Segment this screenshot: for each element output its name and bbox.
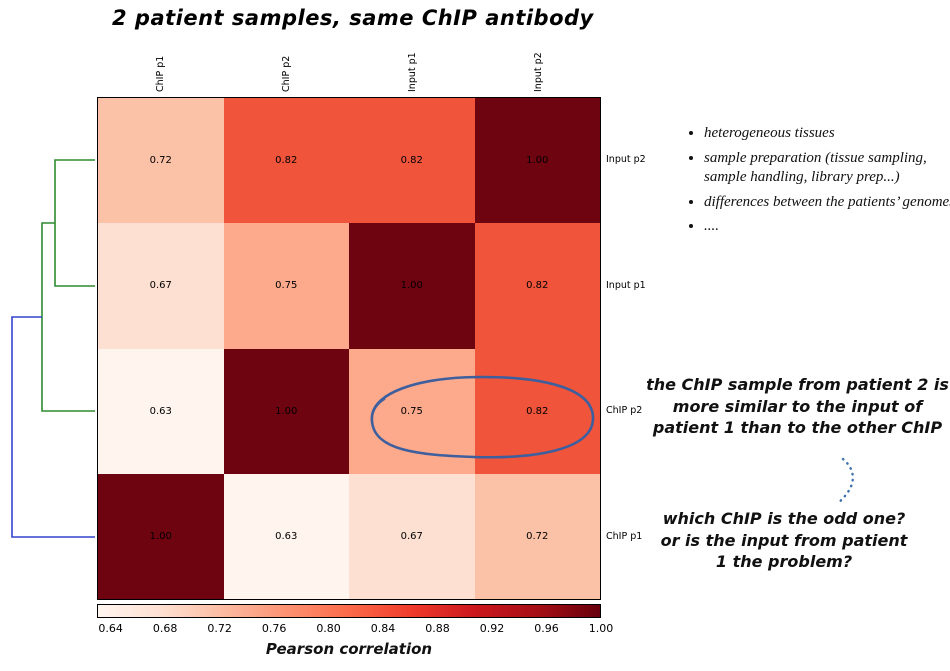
colorbar-tick-label: 0.68 — [152, 622, 178, 635]
heatmap-cell: 1.00 — [223, 348, 349, 474]
colorbar-ticks: 0.64 0.68 0.72 0.76 0.80 0.84 0.88 0.92 0.96 1.00 — [0, 622, 950, 636]
bullet-item: differences between the patients’ genome… — [704, 193, 950, 213]
row-label: ChIP p1 — [606, 531, 643, 543]
heatmap-cell: 1.00 — [349, 223, 475, 349]
colorbar-tick-label: 0.80 — [316, 622, 341, 635]
column-label: Input p1 — [407, 52, 418, 92]
colorbar-tick-label: 0.96 — [534, 622, 559, 635]
column-label: ChIP p1 — [155, 55, 166, 92]
row-label: Input p1 — [606, 279, 646, 291]
page-title: 2 patient samples, same ChIP antibody — [112, 6, 594, 30]
colorbar-tick-label: 0.76 — [261, 622, 287, 635]
row-label: ChIP p2 — [606, 405, 643, 417]
heatmap-cell: 0.82 — [223, 98, 349, 224]
row-label: Input p2 — [606, 153, 646, 165]
colorbar-tick-label: 0.84 — [370, 622, 396, 635]
bullet-item: sample preparation (tissue sampling, sam… — [704, 149, 950, 188]
bullet-list: heterogeneous tissues sample preparation … — [688, 124, 950, 242]
colorbar-label: Pearson correlation — [265, 640, 433, 658]
heatmap-cell: 0.82 — [474, 348, 600, 474]
bullet-item: .... — [704, 217, 950, 237]
colorbar — [97, 604, 601, 618]
heatmap-cell: 0.67 — [98, 223, 224, 349]
dendrogram-green-link-chip2 — [41, 222, 95, 412]
heatmap-cell: 1.00 — [98, 473, 224, 599]
heatmap-cell: 0.72 — [98, 98, 224, 224]
heatmap-cell: 0.75 — [349, 348, 475, 474]
heatmap-cell: 0.75 — [223, 223, 349, 349]
heatmap-cell: 0.67 — [349, 473, 475, 599]
column-label: ChIP p2 — [281, 55, 292, 92]
column-label: Input p2 — [533, 52, 544, 92]
heatmap-cell: 0.82 — [474, 223, 600, 349]
heatmap-cell: 0.72 — [474, 473, 600, 599]
heatmap-cell: 0.63 — [223, 473, 349, 599]
dendrogram-green-link-inputs — [54, 159, 95, 287]
heatmap-cell: 0.63 — [98, 348, 224, 474]
dendrogram — [11, 159, 95, 538]
dotted-connector — [835, 457, 854, 506]
colorbar-tick-label: 1.00 — [588, 622, 614, 635]
heatmap-grid: 0.72 0.82 0.82 1.00 0.67 0.75 1.00 0.82 0.63 1.00… — [97, 97, 601, 600]
colorbar-tick-label: 0.88 — [425, 622, 450, 635]
dendrogram-blue-link-chip1 — [11, 316, 95, 538]
heatmap-cell: 0.82 — [349, 98, 475, 224]
annotation-note-2: which ChIP is the odd one? or is the inp… — [660, 509, 908, 572]
annotation-note-1: the ChIP sample from patient 2 is more s… — [646, 375, 949, 438]
colorbar-tick-label: 0.64 — [98, 622, 123, 635]
heatmap-cell: 1.00 — [474, 98, 600, 224]
colorbar-tick-label: 0.92 — [479, 622, 505, 635]
colorbar-tick-label: 0.72 — [207, 622, 232, 635]
bullet-item: heterogeneous tissues — [704, 124, 950, 144]
